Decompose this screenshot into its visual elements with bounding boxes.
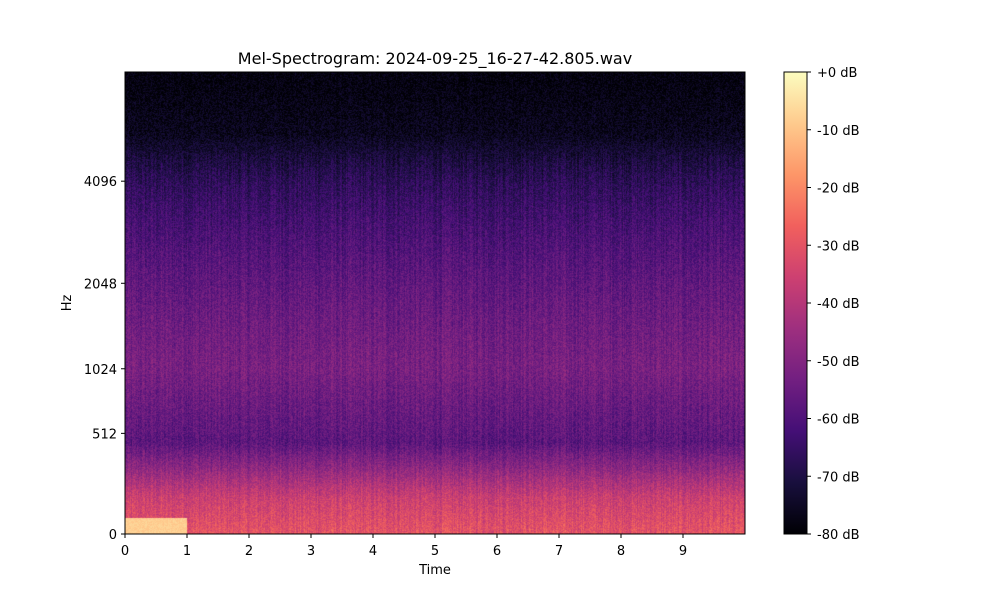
x-tick-label: 9 (679, 544, 687, 559)
colorbar-tick-label: -20 dB (817, 182, 860, 197)
colorbar-ticks: +0 dB -10 dB -20 dB -30 dB -40 dB -50 dB -60 d… (807, 66, 860, 543)
y-tick-label: 4096 (84, 175, 117, 190)
heatmap-image (125, 72, 745, 534)
colorbar-tick-label: -70 dB (817, 470, 860, 485)
x-tick-label: 7 (555, 544, 563, 559)
x-axis-ticks: 0 1 2 3 4 5 6 7 8 9 (121, 534, 687, 559)
x-tick-label: 2 (245, 544, 253, 559)
x-tick-label: 4 (369, 544, 377, 559)
y-tick-label: 0 (109, 528, 117, 543)
colorbar-tick-label: -10 dB (817, 124, 860, 139)
x-tick-label: 8 (617, 544, 625, 559)
y-tick-label: 512 (92, 427, 117, 442)
y-axis-ticks: 0 512 1024 2048 4096 (84, 175, 125, 543)
y-axis-label: Hz (60, 295, 75, 312)
x-tick-label: 5 (431, 544, 439, 559)
x-tick-label: 6 (493, 544, 501, 559)
colorbar-tick-label: -30 dB (817, 239, 860, 254)
chart-title: Mel-Spectrogram: 2024-09-25_16-27-42.805… (238, 49, 632, 69)
colorbar-tick-label: +0 dB (817, 66, 857, 81)
x-tick-label: 0 (121, 544, 129, 559)
colorbar-gradient (784, 72, 807, 534)
colorbar: +0 dB -10 dB -20 dB -30 dB -40 dB -50 dB -60 d… (783, 66, 860, 543)
colorbar-tick-label: -60 dB (817, 413, 860, 428)
colorbar-tick-label: -50 dB (817, 355, 860, 370)
spectrogram-heatmap (125, 72, 745, 534)
x-tick-label: 1 (183, 544, 191, 559)
y-tick-label: 1024 (84, 363, 117, 378)
y-tick-label: 2048 (84, 277, 117, 292)
colorbar-tick-label: -80 dB (817, 528, 860, 543)
x-tick-label: 3 (307, 544, 315, 559)
x-axis-label: Time (418, 563, 451, 578)
colorbar-tick-label: -40 dB (817, 297, 860, 312)
